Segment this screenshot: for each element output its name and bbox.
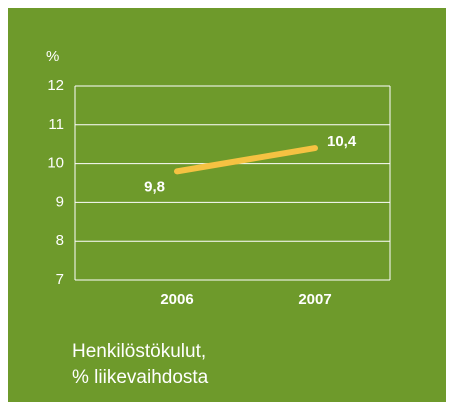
chart-title: Henkilöstökulut,: [72, 341, 206, 362]
data-line: [174, 145, 318, 175]
chart-title: % liikevaihdosta: [72, 367, 209, 388]
y-tick-label: 10: [47, 155, 64, 172]
background: [8, 8, 446, 402]
y-tick-label: 12: [47, 77, 64, 94]
y-tick-label: 7: [56, 271, 64, 288]
x-tick-label: 2006: [160, 291, 193, 308]
y-tick-label: 9: [56, 193, 64, 210]
value-label: 9,8: [144, 178, 165, 195]
y-tick-label: 8: [56, 232, 64, 249]
value-label: 10,4: [327, 133, 357, 150]
y-axis-label: %: [46, 48, 59, 65]
x-tick-label: 2007: [298, 291, 331, 308]
y-tick-label: 11: [48, 116, 64, 133]
